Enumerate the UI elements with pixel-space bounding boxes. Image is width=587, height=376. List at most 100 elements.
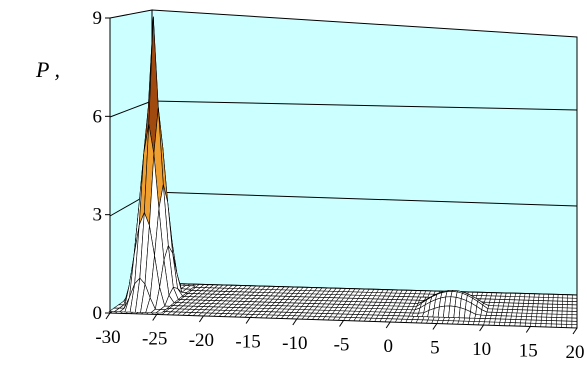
floor-mesh-line — [286, 287, 313, 319]
floor-mesh-line — [270, 286, 299, 319]
floor-mesh-line — [379, 289, 398, 322]
floor-mesh-line — [172, 284, 209, 316]
x-tick — [105, 312, 111, 320]
floor-mesh-line — [540, 294, 545, 327]
floor-mesh-line — [260, 286, 290, 319]
x-tick-label: 15 — [519, 341, 538, 362]
z-tick-label: 3 — [93, 205, 103, 226]
floor-mesh-line — [498, 292, 507, 326]
floor-mesh-line — [218, 285, 252, 317]
floor-mesh-line — [353, 289, 375, 321]
floor-mesh-line — [223, 285, 257, 317]
x-tick-label: -5 — [334, 335, 350, 356]
floor-mesh-line — [198, 285, 233, 317]
floor-mesh-line — [322, 288, 346, 321]
x-tick-label: 10 — [472, 339, 491, 360]
floor-mesh-line — [550, 294, 554, 328]
floor-mesh-line — [555, 294, 559, 328]
x-tick — [385, 321, 391, 329]
floor-mesh-line — [301, 287, 327, 320]
floor-mesh-line — [255, 286, 285, 318]
x-axis: -30 -25 -20 -15 -10 -5 0 5 10 15 20 — [95, 312, 585, 363]
floor-mesh-line — [493, 292, 502, 326]
floor-mesh-line — [363, 289, 384, 322]
floor-mesh-line — [332, 288, 356, 321]
floor-mesh-line — [296, 287, 323, 320]
x-tick-label: 5 — [430, 338, 440, 359]
x-tick-label: 0 — [383, 336, 393, 357]
floor-mesh-line — [327, 288, 351, 321]
floor-mesh-line — [509, 293, 516, 326]
x-tick-label: -30 — [95, 327, 120, 348]
floor-mesh-line — [519, 293, 526, 327]
floor-mesh-line — [229, 285, 261, 318]
floor-mesh-line — [187, 284, 224, 316]
floor-mesh-line — [166, 284, 205, 316]
floor-mesh-line — [275, 287, 304, 319]
floor-mesh-line — [343, 288, 365, 321]
x-tick — [245, 317, 251, 324]
x-tick — [198, 315, 204, 323]
floor-mesh-line — [488, 292, 498, 326]
floor-mesh-line — [400, 290, 417, 323]
floor-mesh-line — [545, 294, 549, 328]
left-gridline-6 — [109, 100, 153, 118]
floor-mesh-line — [405, 290, 422, 323]
surface-cell — [484, 298, 491, 303]
floor-mesh-line — [208, 285, 242, 317]
floor-mesh-line — [203, 285, 238, 317]
surface-cell — [155, 309, 167, 314]
floor-mesh-line — [192, 284, 228, 316]
x-tick-label: -20 — [189, 330, 214, 351]
floor-mesh-line — [369, 289, 389, 322]
floor-mesh-line — [514, 293, 521, 327]
floor-mesh-line — [395, 290, 412, 323]
floor-mesh-line — [504, 293, 512, 326]
floor-mesh-line — [312, 288, 337, 320]
x-tick — [479, 324, 485, 332]
floor-mesh-line — [291, 287, 318, 320]
z-tick-label: 0 — [93, 303, 103, 324]
x-tick-label: 20 — [566, 342, 585, 363]
x-tick — [572, 327, 578, 335]
x-tick — [525, 326, 531, 333]
surface-cell — [479, 314, 487, 319]
floor-mesh-line — [317, 288, 342, 320]
peak-small — [411, 289, 491, 319]
floor-mesh-line — [161, 284, 200, 315]
x-tick — [292, 318, 298, 326]
x-tick — [432, 323, 438, 330]
floor-mesh-line — [234, 285, 266, 318]
z-axis-title: P , — [35, 57, 60, 82]
floor-mesh-line — [524, 293, 531, 327]
floor-mesh-line — [358, 289, 379, 322]
peak-large — [108, 16, 196, 314]
floor-mesh-line — [177, 284, 214, 316]
floor-mesh-line — [566, 294, 568, 328]
floor-mesh-line — [244, 286, 275, 318]
floor-mesh-line — [338, 288, 361, 321]
floor-mesh-line — [239, 286, 271, 318]
floor-mesh-line — [265, 286, 294, 319]
gridline-6 — [151, 100, 578, 111]
gridline-3 — [151, 191, 578, 207]
back-wall — [151, 9, 578, 296]
z-axis: 0 3 6 9 — [93, 8, 111, 324]
floor-mesh-line — [384, 289, 403, 322]
x-tick — [339, 320, 344, 327]
x-tick — [152, 314, 158, 321]
floor-mesh-line — [281, 287, 309, 319]
x-tick-label: -15 — [235, 332, 260, 353]
z-axis-title-text: P , — [35, 57, 60, 82]
floor-mesh-line — [348, 288, 370, 321]
x-tick-label: -25 — [142, 329, 167, 350]
floor-mesh-line — [213, 285, 247, 317]
floor-mesh-line — [530, 293, 535, 327]
floor-mesh-line — [535, 293, 540, 327]
floor-mesh-line — [374, 289, 394, 322]
x-tick-label: -10 — [282, 333, 307, 354]
z-tick-label: 6 — [93, 106, 103, 127]
floor-mesh-line — [389, 290, 408, 323]
floor-mesh-line — [182, 284, 219, 316]
